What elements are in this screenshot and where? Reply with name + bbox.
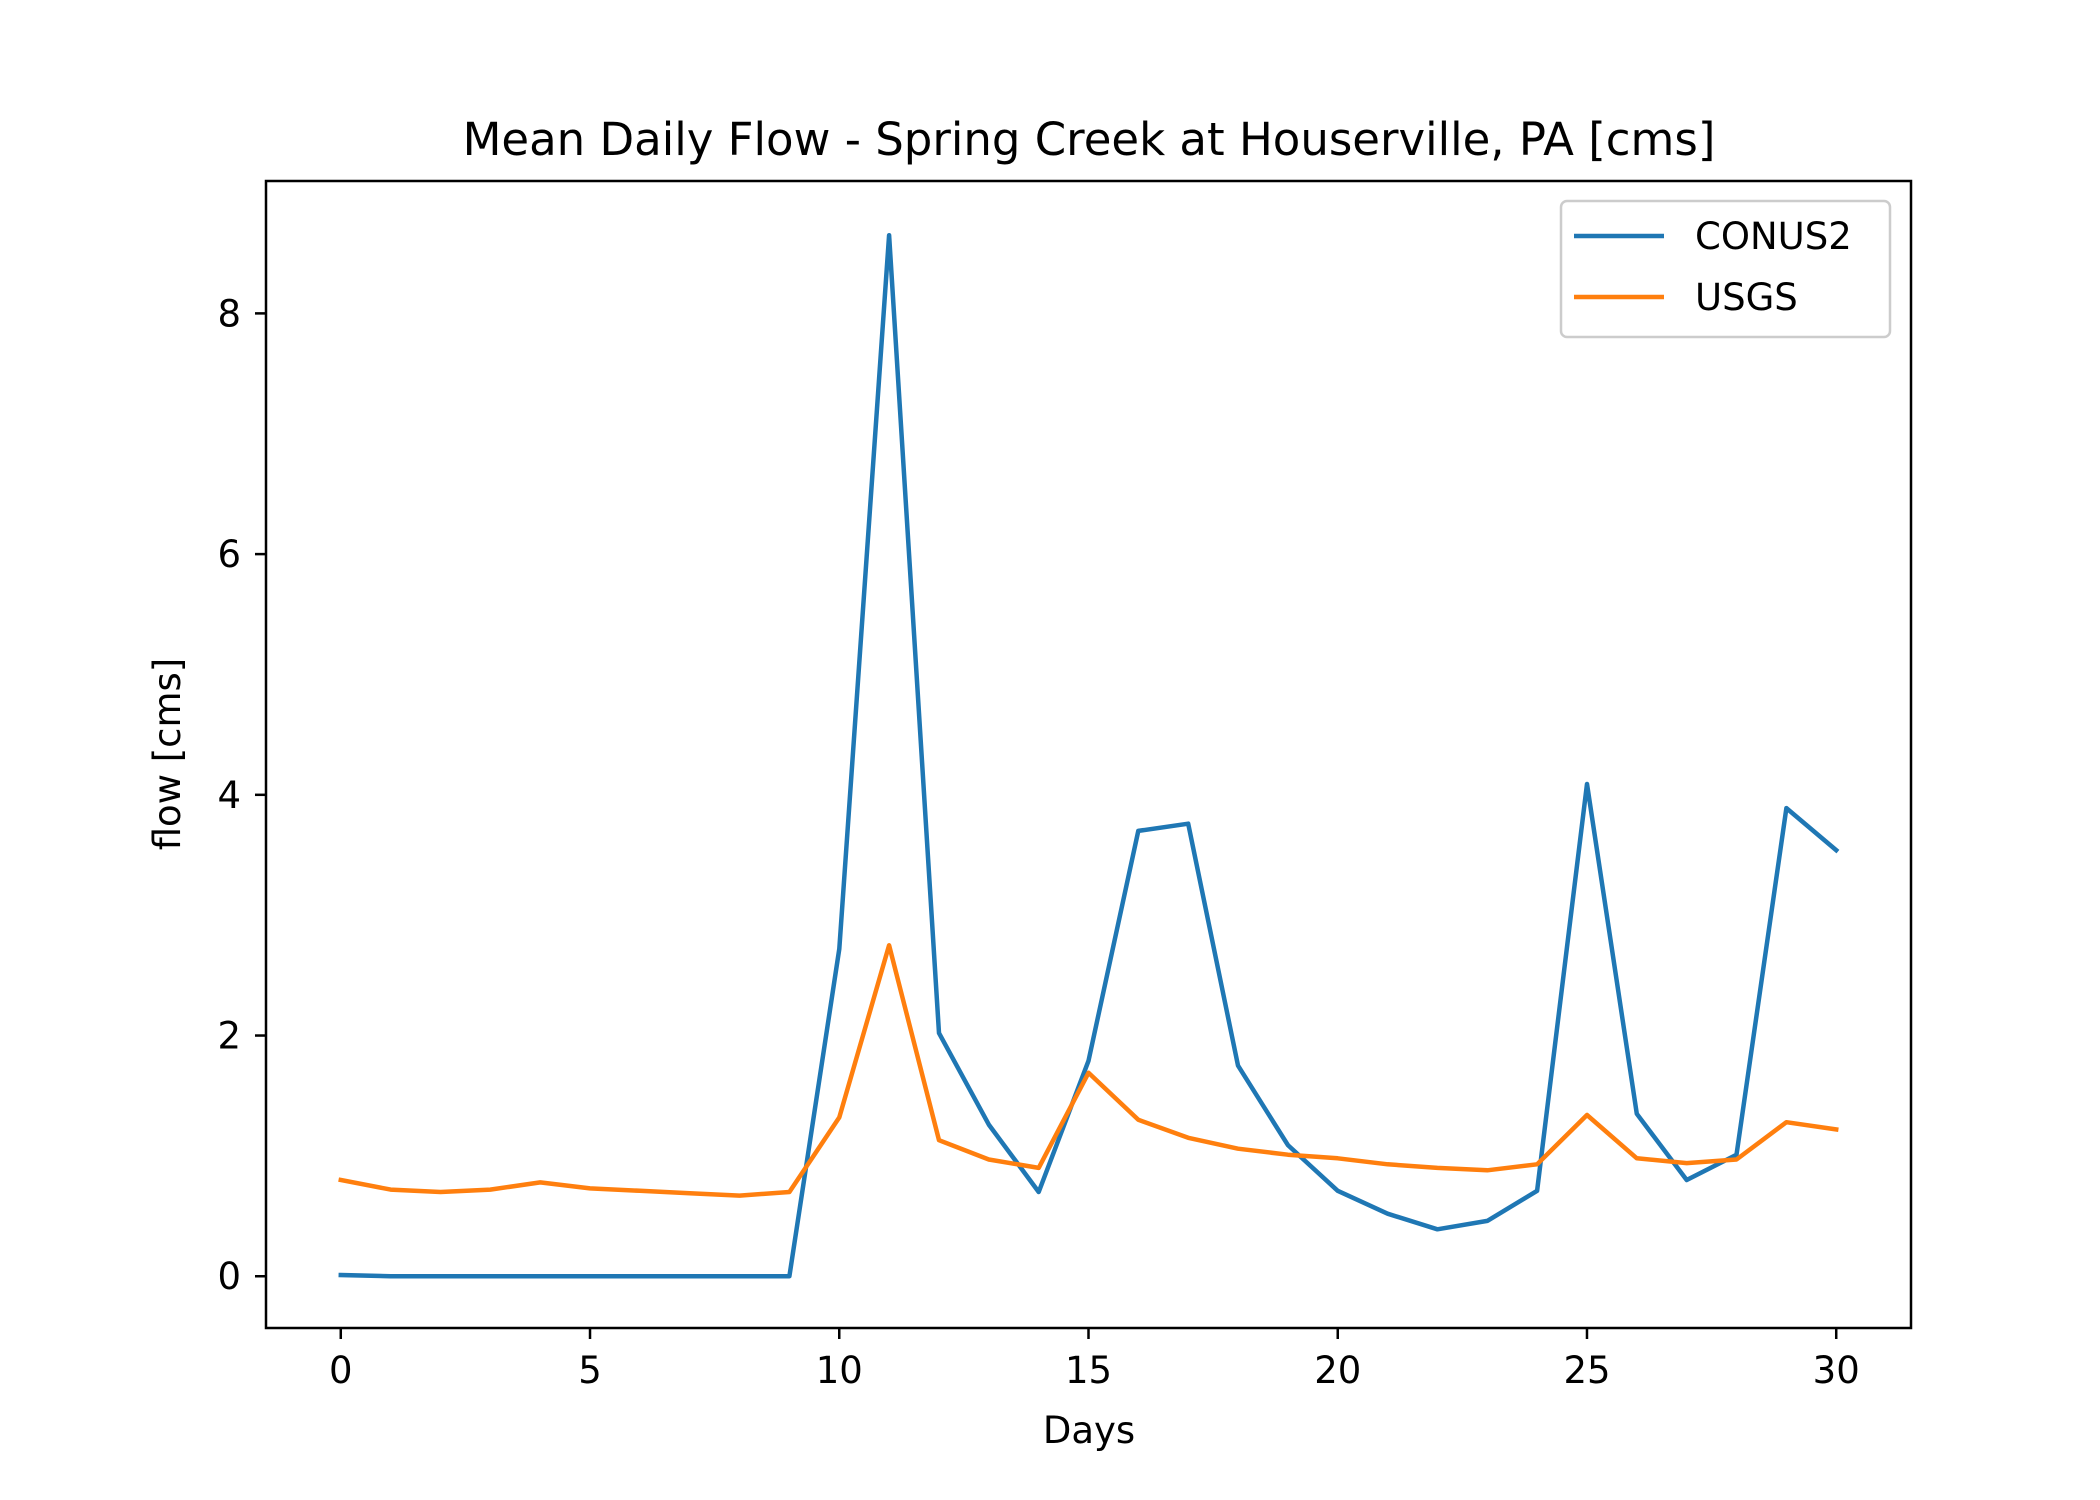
x-tick-label: 20 xyxy=(1314,1349,1361,1392)
y-tick-label: 4 xyxy=(217,774,241,817)
series-line-usgs xyxy=(338,943,1839,1198)
chart-title: Mean Daily Flow - Spring Creek at Houser… xyxy=(463,113,1716,166)
x-tick-label: 25 xyxy=(1563,1349,1610,1392)
series-line-conus2 xyxy=(338,232,1840,1279)
legend-label-usgs: USGS xyxy=(1695,276,1798,319)
y-axis-label: flow [cms] xyxy=(146,658,189,851)
x-tick-label: 15 xyxy=(1065,1349,1112,1392)
plot-lines xyxy=(338,232,1840,1279)
plot-frame xyxy=(264,179,1913,1330)
x-tick-label: 0 xyxy=(329,1349,353,1392)
legend-label-conus2: CONUS2 xyxy=(1695,215,1852,258)
y-tick-label: 2 xyxy=(217,1015,241,1058)
y-tick-label: 0 xyxy=(217,1255,241,1298)
y-tick-label: 8 xyxy=(217,292,241,335)
legend: CONUS2 USGS xyxy=(1559,199,1892,339)
x-axis-label: Days xyxy=(1043,1409,1135,1452)
y-axis-ticks: 0 2 4 6 8 xyxy=(217,292,266,1298)
x-axis-ticks: 0 5 10 15 20 25 30 xyxy=(329,1328,1860,1392)
x-tick-label: 10 xyxy=(816,1349,863,1392)
y-tick-label: 6 xyxy=(217,533,241,576)
x-tick-label: 5 xyxy=(578,1349,602,1392)
x-tick-label: 30 xyxy=(1813,1349,1860,1392)
